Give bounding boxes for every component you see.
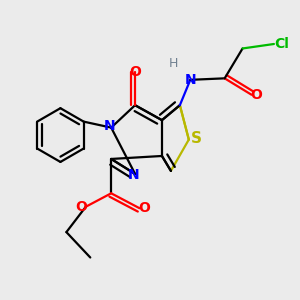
Text: N: N [184, 73, 196, 87]
Text: Cl: Cl [274, 37, 289, 51]
Text: S: S [191, 130, 202, 146]
Text: O: O [138, 201, 150, 215]
Text: O: O [250, 88, 262, 102]
Text: N: N [104, 119, 116, 133]
Text: H: H [169, 57, 178, 70]
Text: O: O [75, 200, 87, 214]
Text: N: N [128, 168, 140, 182]
Text: O: O [129, 65, 141, 80]
